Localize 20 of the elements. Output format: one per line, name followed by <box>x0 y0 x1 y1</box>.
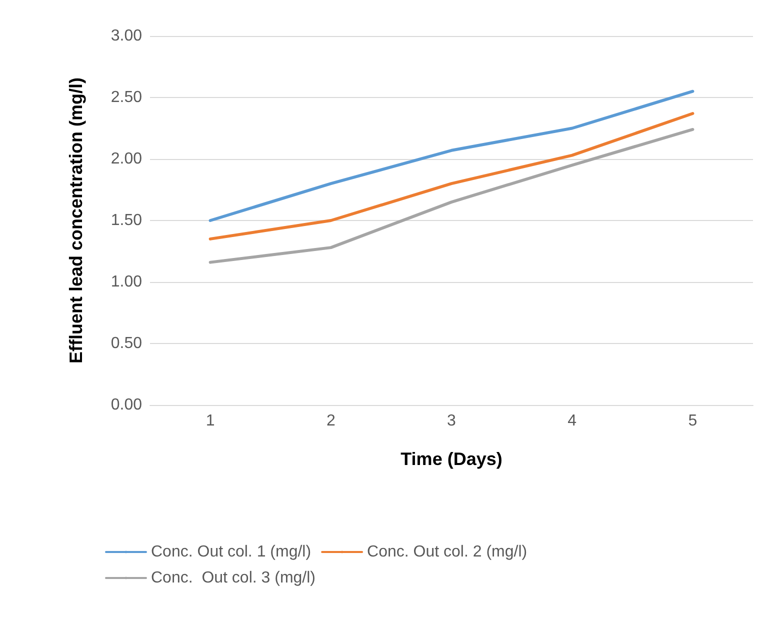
x-tick-label: 5 <box>688 412 698 430</box>
line-series <box>208 90 694 222</box>
y-tick-label: 0.00 <box>110 396 142 414</box>
y-axis-title: Effluent lead concentration (mg/l) <box>66 77 86 364</box>
legend-label: Conc. Out col. 2 (mg/l) <box>367 544 528 560</box>
line-series <box>208 128 694 264</box>
x-tick-label: 4 <box>568 412 577 430</box>
y-tick-label: 2.00 <box>110 150 142 168</box>
legend-label: Conc. Out col. 1 (mg/l) <box>151 544 312 560</box>
y-tick-label: 2.50 <box>110 89 142 106</box>
x-axis-title: Time (Days) <box>400 449 502 469</box>
line-series <box>208 112 694 240</box>
x-tick-label: 2 <box>326 412 336 430</box>
y-tick-label: 3.00 <box>110 28 142 44</box>
legend-label: Conc. Out col. 3 (mg/l) <box>151 570 316 586</box>
y-tick-label: 0.50 <box>110 335 142 352</box>
x-tick-label: 3 <box>447 412 456 430</box>
y-tick-label: 1.50 <box>110 212 142 229</box>
y-tick-label: 1.00 <box>110 274 142 290</box>
x-tick-label: 1 <box>206 412 215 430</box>
